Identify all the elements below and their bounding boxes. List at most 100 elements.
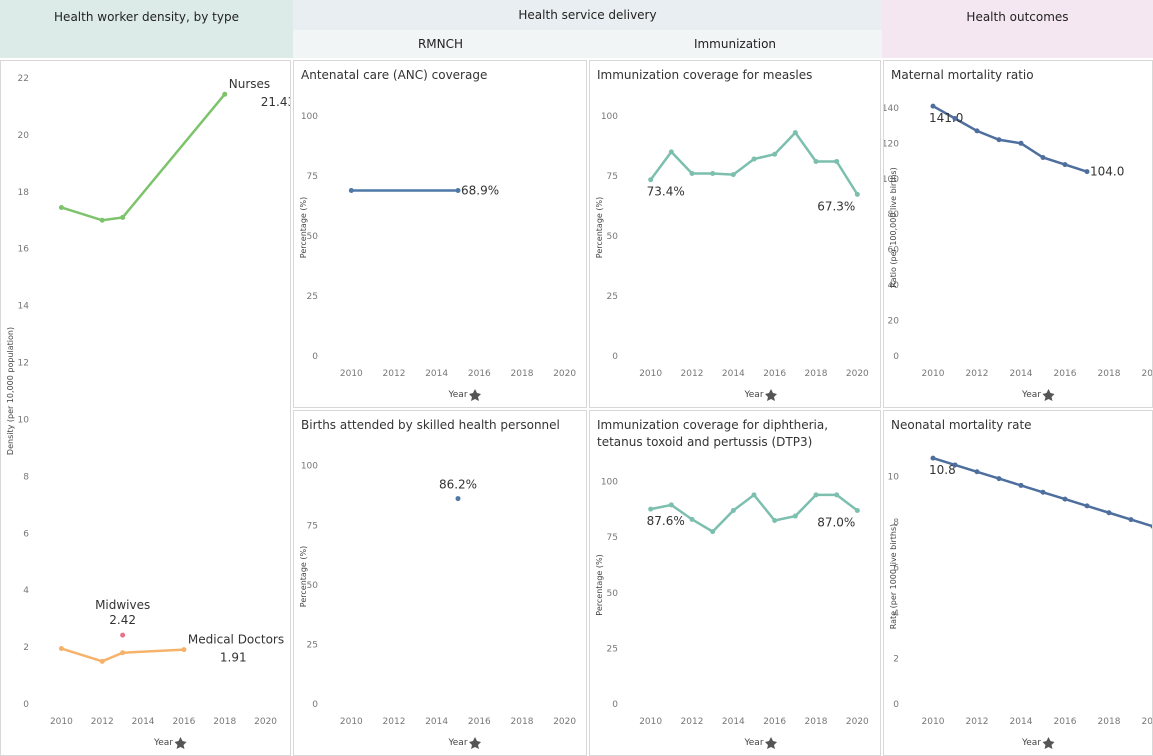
- y-tick-label: 100: [301, 112, 318, 122]
- y-tick-label: 50: [307, 232, 319, 242]
- sub-header: RMNCH: [293, 30, 588, 58]
- y-tick-label: 0: [612, 352, 618, 362]
- data-point: [952, 115, 958, 121]
- pin-icon: [1042, 389, 1055, 401]
- x-tick-label: 2012: [91, 717, 114, 727]
- chart-title: Births attended by skilled health person…: [301, 418, 560, 432]
- y-tick-label: 75: [607, 533, 618, 543]
- y-tick-label: 10: [888, 472, 900, 482]
- data-point: [99, 658, 105, 664]
- y-axis-label: Percentage (%): [299, 197, 308, 258]
- series-line: [932, 105, 1088, 173]
- y-tick-label: 75: [607, 172, 618, 182]
- x-tick-label: 2020: [254, 717, 277, 727]
- pin-icon: [765, 389, 777, 401]
- x-tick-label: 2010: [639, 369, 662, 379]
- x-tick-label: 2014: [425, 717, 448, 727]
- value-label: 104.0: [1090, 165, 1124, 179]
- x-tick-label: 2010: [922, 717, 945, 727]
- y-tick-label: 0: [893, 352, 899, 362]
- y-tick-label: 100: [884, 175, 899, 185]
- data-point: [648, 177, 654, 183]
- y-tick-label: 4: [23, 586, 29, 596]
- x-tick-label: 2016: [468, 717, 491, 727]
- data-point: [58, 204, 64, 210]
- column-header: Health service delivery: [293, 0, 882, 30]
- data-point: [854, 507, 860, 513]
- data-point: [1062, 162, 1068, 168]
- x-tick-label: 2010: [922, 369, 945, 379]
- data-point: [1128, 517, 1134, 523]
- x-tick-label: 2010: [340, 369, 363, 379]
- chart: 0 25 50 75 100 2010 2012 2014 2016 2018 2020 Percen…: [299, 112, 576, 401]
- y-axis-label: Percentage (%): [595, 554, 604, 615]
- data-point: [996, 476, 1002, 482]
- data-point: [1150, 524, 1152, 529]
- x-tick-label: 2010: [639, 717, 662, 727]
- data-point: [181, 647, 187, 653]
- x-tick-label: 2014: [1010, 369, 1033, 379]
- chart-panel: Neonatal mortality rate 0 2 4 6 8 10 2010 2012 20…: [883, 410, 1153, 756]
- data-point: [996, 137, 1002, 143]
- data-point: [120, 632, 126, 638]
- chart: 0 2 4 6 8 10 2010 2012 2014 2016 2018 2020 Rate (per…: [888, 455, 1152, 749]
- x-tick-label: 2016: [1054, 369, 1077, 379]
- y-tick-label: 4: [893, 609, 899, 619]
- x-tick-label: 2012: [383, 369, 406, 379]
- column-header: Health worker density, by type: [0, 0, 293, 58]
- chart-title: Maternal mortality ratio: [891, 68, 1034, 82]
- pin-icon: [174, 737, 187, 749]
- data-point: [1018, 140, 1024, 146]
- y-tick-label: 6: [23, 529, 29, 539]
- column-header: Health outcomes: [882, 0, 1153, 58]
- y-tick-label: 0: [893, 700, 899, 710]
- value-label: 73.4%: [647, 185, 685, 199]
- x-axis-label: Year: [447, 390, 467, 400]
- data-point: [222, 91, 228, 97]
- y-tick-label: 2: [893, 654, 899, 664]
- chart-title: Neonatal mortality rate: [891, 418, 1032, 432]
- data-point: [730, 507, 736, 513]
- chart-panel: Immunization coverage for diphtheria, te…: [589, 410, 881, 756]
- data-point: [120, 214, 126, 220]
- x-tick-label: 2020: [846, 369, 869, 379]
- sub-header: Immunization: [588, 30, 882, 58]
- y-tick-label: 100: [601, 478, 618, 488]
- x-tick-label: 2018: [1098, 717, 1121, 727]
- series-name: Medical Doctors: [188, 633, 284, 647]
- data-point: [1018, 482, 1024, 488]
- y-axis-label: Ratio (per 100,000 live births): [889, 167, 898, 287]
- value-label: 87.0%: [817, 515, 855, 529]
- x-tick-label: 2012: [966, 369, 989, 379]
- data-point: [58, 646, 64, 652]
- value-label: 10.8: [929, 463, 956, 477]
- y-tick-label: 25: [307, 292, 318, 302]
- data-point: [772, 517, 778, 523]
- data-point: [930, 103, 936, 109]
- y-tick-label: 22: [18, 74, 29, 84]
- y-tick-label: 25: [607, 292, 618, 302]
- x-tick-label: 2020: [1142, 369, 1152, 379]
- x-tick-label: 2020: [846, 717, 869, 727]
- y-tick-label: 0: [612, 700, 618, 710]
- data-point: [854, 191, 860, 197]
- x-axis-label: Year: [743, 738, 763, 748]
- y-tick-label: 40: [888, 281, 900, 291]
- x-tick-label: 2018: [511, 369, 534, 379]
- y-tick-label: 50: [607, 589, 619, 599]
- chart-panel: Maternal mortality ratio 0 20 40 60 80 100 120 1…: [883, 60, 1153, 408]
- chart: 0 20 40 60 80 100 120 140 2010 2012 2014 2016 2018 20…: [884, 103, 1152, 401]
- y-axis-label: Rate (per 1000 live births): [889, 524, 898, 629]
- data-point: [1084, 503, 1090, 509]
- y-tick-label: 50: [307, 581, 319, 591]
- series-line: [61, 93, 226, 222]
- data-point: [668, 502, 674, 508]
- x-tick-label: 2014: [132, 717, 155, 727]
- x-tick-label: 2014: [722, 369, 745, 379]
- value-label: 86.2%: [439, 478, 477, 492]
- data-point: [455, 188, 461, 194]
- series-name: Nurses: [229, 77, 270, 91]
- x-tick-label: 2012: [383, 717, 406, 727]
- x-axis-label: Year: [153, 738, 173, 748]
